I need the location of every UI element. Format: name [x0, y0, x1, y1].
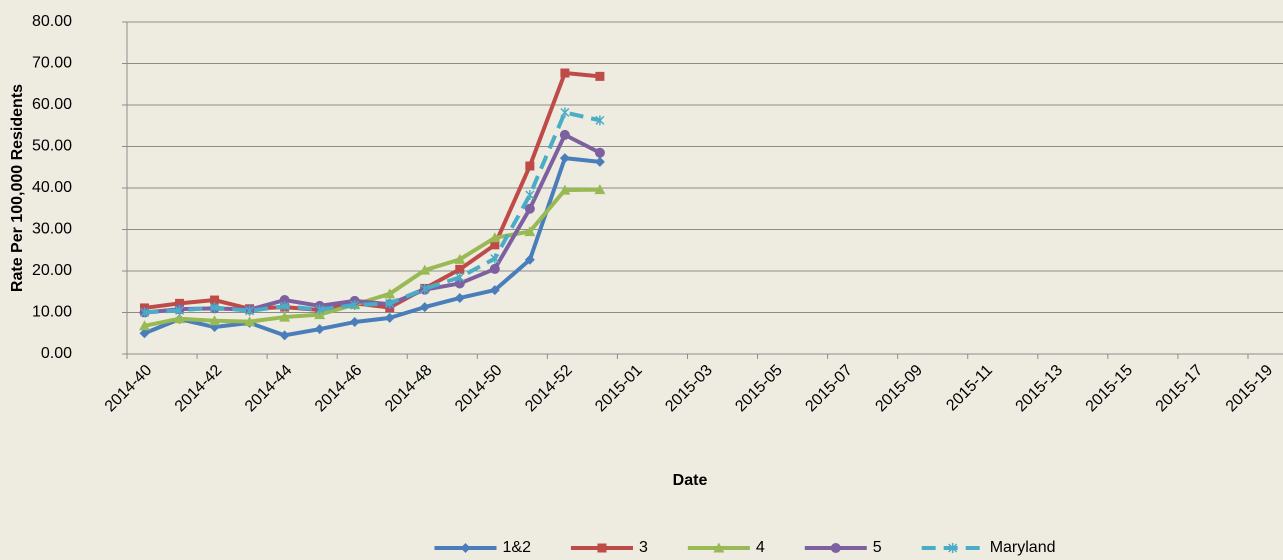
marker — [280, 301, 290, 312]
marker — [384, 312, 395, 323]
marker — [350, 300, 360, 311]
marker — [209, 315, 221, 326]
marker — [489, 285, 500, 296]
marker — [279, 330, 290, 341]
marker — [830, 543, 841, 553]
legend: 1&2 3 4 5 Maryland — [434, 539, 1056, 556]
marker — [460, 543, 471, 553]
marker — [279, 295, 290, 306]
marker — [560, 68, 570, 78]
marker — [454, 253, 466, 264]
y-tick-label: 60.00 — [32, 96, 72, 113]
marker — [525, 161, 535, 171]
marker — [139, 320, 151, 331]
marker — [490, 240, 500, 250]
marker — [489, 232, 501, 243]
y-tick-label: 70.00 — [32, 55, 72, 72]
marker — [139, 307, 150, 318]
legend-label: 3 — [639, 539, 648, 556]
marker — [314, 324, 325, 335]
marker — [315, 304, 325, 315]
marker — [595, 115, 605, 126]
marker — [948, 543, 958, 553]
y-tick-label: 30.00 — [32, 221, 72, 238]
marker — [279, 311, 291, 322]
marker — [713, 542, 725, 553]
marker — [524, 203, 535, 214]
marker — [210, 302, 220, 313]
y-tick-label: 80.00 — [32, 13, 72, 30]
y-tick-label: 50.00 — [32, 138, 72, 155]
legend-label: 5 — [873, 539, 882, 556]
marker — [594, 156, 605, 167]
marker — [139, 328, 150, 339]
marker — [594, 147, 605, 158]
x-axis-title: Date — [673, 472, 708, 489]
marker — [597, 543, 607, 553]
marker — [419, 264, 431, 275]
y-axis-title: Rate Per 100,000 Residents — [9, 84, 26, 292]
legend-label: 1&2 — [503, 539, 532, 556]
y-tick-label: 40.00 — [32, 179, 72, 196]
legend-label: Maryland — [990, 539, 1056, 556]
marker — [559, 153, 570, 164]
marker — [174, 313, 186, 324]
marker — [245, 305, 255, 316]
marker — [349, 317, 360, 328]
marker — [559, 184, 571, 195]
marker — [524, 254, 535, 265]
marker — [175, 298, 185, 308]
y-tick-label: 20.00 — [32, 262, 72, 279]
marker — [455, 272, 465, 283]
marker — [244, 316, 256, 327]
series-line — [144, 187, 600, 328]
marker — [525, 190, 535, 201]
marker — [455, 264, 465, 274]
series-line — [143, 156, 601, 338]
series-line — [144, 110, 601, 315]
marker — [385, 298, 395, 309]
marker — [384, 288, 396, 299]
marker — [175, 305, 185, 316]
marker — [489, 263, 500, 274]
marker — [524, 226, 536, 237]
marker — [210, 295, 220, 305]
marker — [595, 71, 605, 81]
marker — [490, 253, 500, 264]
marker — [559, 129, 570, 140]
y-tick-label: 10.00 — [32, 304, 72, 321]
y-tick-label: 0.00 — [41, 345, 72, 362]
legend-label: 4 — [756, 539, 765, 556]
marker — [560, 107, 570, 118]
marker — [419, 302, 430, 313]
marker — [420, 283, 430, 294]
marker — [454, 292, 465, 303]
marker — [454, 278, 465, 289]
marker — [594, 184, 606, 195]
